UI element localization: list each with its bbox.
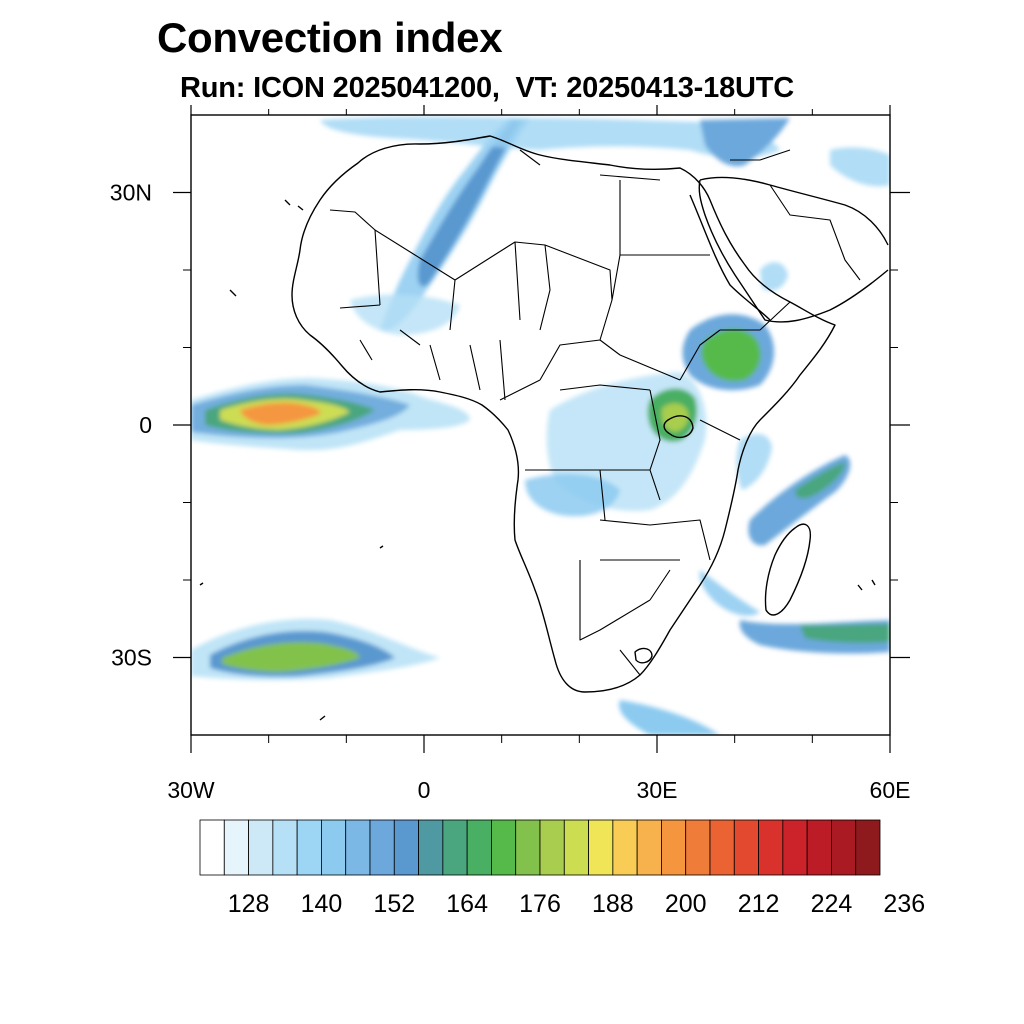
- colorbar-swatch: [806, 819, 832, 876]
- colorbar-swatch: [709, 819, 735, 876]
- colorbar-swatch: [345, 819, 371, 876]
- colorbar-swatch: [223, 819, 249, 876]
- x-tick-label: 30W: [167, 777, 215, 803]
- field-southatl-green: [222, 642, 360, 672]
- field-madagascar-east: [699, 570, 760, 616]
- colorbar-swatch: [782, 819, 808, 876]
- madagascar-coastline: [764, 523, 812, 616]
- colorbar-swatch: [588, 819, 614, 876]
- colorbar-label: 176: [519, 890, 561, 918]
- lake-victoria: [663, 415, 694, 439]
- colorbar-swatch: [515, 819, 541, 876]
- field-southern-tail: [619, 700, 720, 735]
- axis-labels: 30W 0 30E 60E 30N 0 30S: [110, 180, 911, 804]
- field-levant: [700, 118, 790, 167]
- colorbar-swatch: [393, 819, 419, 876]
- colorbar-swatch: [466, 819, 492, 876]
- arabia-coastline: [698, 176, 889, 323]
- africa-coastline: [291, 135, 836, 693]
- colorbar-swatch: [831, 819, 857, 876]
- field-iran: [830, 147, 890, 187]
- convection-field: [191, 116, 890, 735]
- colorbar-swatch: [321, 819, 347, 876]
- colorbar-swatch: [636, 819, 662, 876]
- colorbar-label: 128: [228, 890, 270, 918]
- colorbar-labels: 128 140 152 164 176 188 200 212 224 236: [228, 890, 925, 918]
- field-southeast-green: [800, 624, 890, 643]
- x-tick-label: 60E: [870, 777, 911, 803]
- colorbar-swatch: [418, 819, 444, 876]
- colorbar-swatch: [248, 819, 274, 876]
- y-tick-label: 0: [139, 412, 152, 438]
- colorbar-swatch: [733, 819, 759, 876]
- plot-area: [191, 115, 890, 735]
- colorbar-swatch: [539, 819, 565, 876]
- colorbar-label: 224: [811, 890, 853, 918]
- field-congo: [525, 474, 620, 517]
- colorbar-swatch: [199, 819, 225, 876]
- colorbar: [199, 819, 881, 876]
- chart-title: Convection index: [157, 14, 503, 61]
- field-mozambique: [736, 433, 772, 490]
- field-indian-ocean-green: [795, 462, 845, 499]
- colorbar-swatch: [685, 819, 711, 876]
- red-sea-coast: [689, 194, 771, 321]
- colorbar-label: 200: [665, 890, 707, 918]
- colorbar-swatch: [855, 819, 881, 876]
- colorbar-swatch: [296, 819, 322, 876]
- colorbar-label: 152: [373, 890, 415, 918]
- x-tick-label: 30E: [637, 777, 678, 803]
- coastline-borders: [199, 135, 889, 721]
- colorbar-swatch: [369, 819, 395, 876]
- field-ethiopia-core: [701, 328, 761, 382]
- colorbar-swatch: [442, 819, 468, 876]
- lesotho: [634, 647, 653, 664]
- colorbar-label: 164: [446, 890, 488, 918]
- colorbar-label: 236: [883, 890, 925, 918]
- field-atlantic-orange: [240, 402, 321, 425]
- colorbar-swatch: [563, 819, 589, 876]
- y-tick-label: 30S: [111, 645, 152, 671]
- colorbar-label: 140: [301, 890, 343, 918]
- colorbar-swatch: [612, 819, 638, 876]
- x-tick-label: 0: [418, 777, 431, 803]
- colorbar-label: 212: [738, 890, 780, 918]
- colorbar-swatch: [758, 819, 784, 876]
- field-mediterranean: [320, 116, 780, 158]
- colorbar-swatch: [661, 819, 687, 876]
- field-arabia: [760, 262, 788, 291]
- islands: [199, 199, 876, 721]
- country-borders: [329, 149, 861, 676]
- chart-subtitle: Run: ICON 2025041200, VT: 20250413-18UTC: [180, 72, 794, 104]
- field-sahara-core: [417, 120, 522, 287]
- colorbar-swatch: [272, 819, 298, 876]
- axis-ticks: [173, 105, 910, 753]
- field-lakes-core: [661, 403, 689, 432]
- colorbar-swatch: [491, 819, 517, 876]
- colorbar-label: 188: [592, 890, 634, 918]
- y-tick-label: 30N: [110, 180, 152, 206]
